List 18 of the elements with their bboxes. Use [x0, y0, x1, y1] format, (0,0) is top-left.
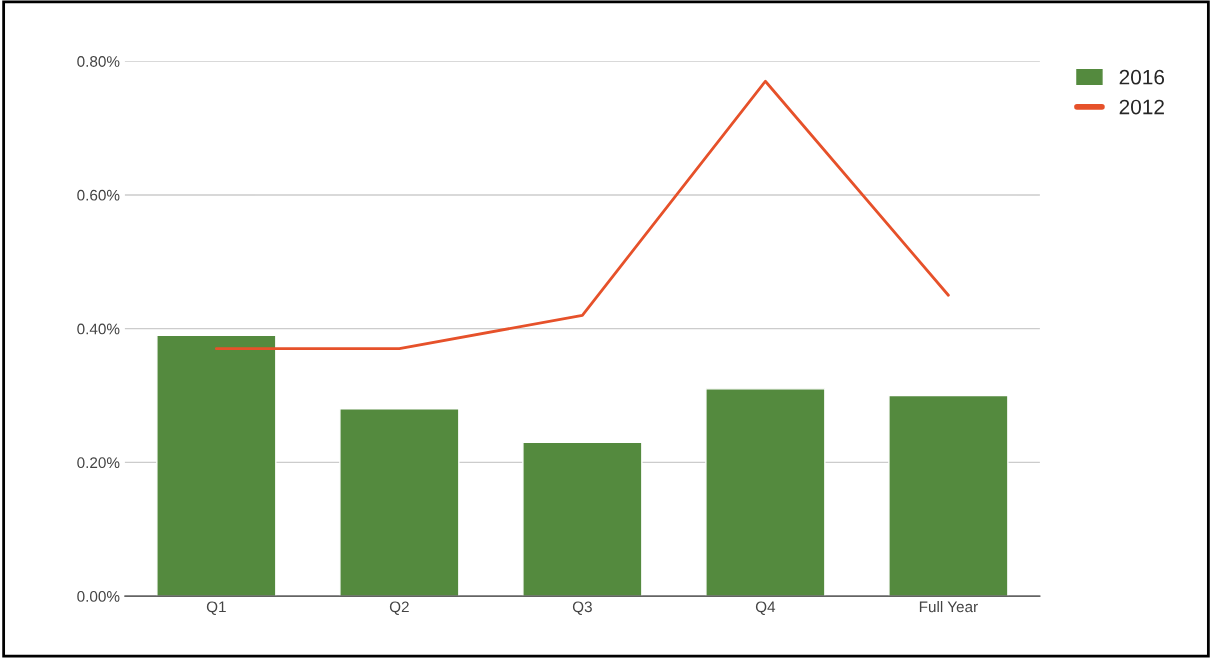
y-tick-label: 0.00% [77, 591, 120, 602]
bar [156, 334, 277, 597]
x-tick-label: Q4 [755, 601, 776, 615]
bar [705, 388, 826, 597]
legend-label: 2012 [1119, 99, 1164, 115]
y-tick-label: 0.40% [77, 323, 120, 335]
legend-label: 2016 [1119, 69, 1165, 85]
x-tick-label: Q2 [389, 601, 409, 615]
line-series [214, 79, 950, 351]
y-tick-label: 0.60% [77, 189, 120, 201]
bar [339, 408, 460, 597]
x-tick-label: Full Year [919, 601, 978, 613]
y-tick-label: 0.20% [77, 457, 120, 469]
y-tick-label: 0.80% [77, 56, 120, 67]
bar [888, 394, 1009, 597]
x-tick-label: Q1 [206, 601, 226, 615]
bar [522, 441, 643, 597]
x-tick-label: Q3 [572, 601, 592, 615]
